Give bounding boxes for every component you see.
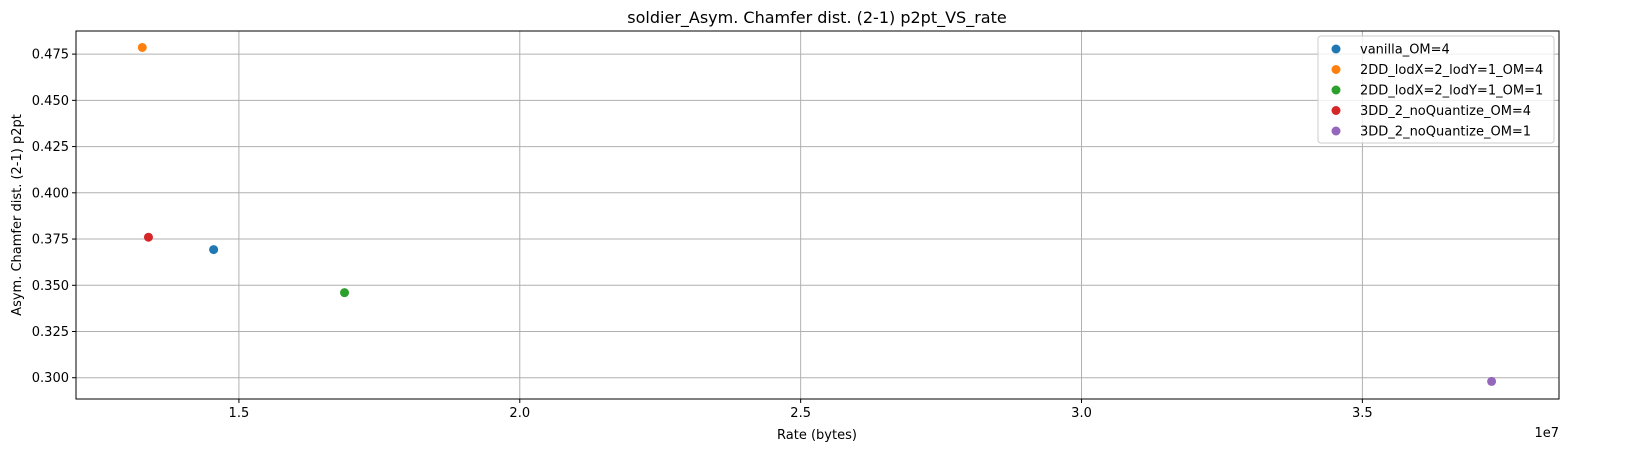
data-point [1487, 376, 1497, 386]
y-tick-label: 0.475 [32, 48, 69, 63]
data-points [137, 42, 1497, 386]
y-tick-label: 0.375 [32, 233, 69, 248]
x-axis-ticks: 1.5 2.0 2.5 3.0 3.5 [229, 399, 1373, 421]
legend-marker [1331, 85, 1341, 95]
legend: vanilla_OM=4 2DD_lodX=2_lodY=1_OM=4 2DD_lo… [1317, 35, 1555, 144]
legend-label: 2DD_lodX=2_lodY=1_OM=4 [1360, 63, 1543, 78]
y-tick-label: 0.325 [32, 325, 69, 340]
legend-label: 3DD_2_noQuantize_OM=1 [1360, 125, 1531, 140]
legend-label: 3DD_2_noQuantize_OM=4 [1360, 104, 1531, 119]
chart-title: soldier_Asym. Chamfer dist. (2-1) p2pt_V… [627, 8, 1006, 28]
x-tick-label: 2.0 [509, 406, 530, 421]
y-axis-label: Asym. Chamfer dist. (2-1) p2pt [10, 114, 25, 316]
data-point [209, 245, 219, 255]
x-tick-label: 3.0 [1071, 406, 1092, 421]
legend-label: 2DD_lodX=2_lodY=1_OM=1 [1360, 84, 1543, 99]
legend-marker [1331, 126, 1341, 136]
y-tick-label: 0.450 [32, 94, 69, 109]
data-point [137, 42, 147, 52]
legend-marker [1331, 44, 1341, 54]
x-axis-label: Rate (bytes) [777, 428, 857, 443]
x-axis-offset-label: 1e7 [1534, 426, 1559, 441]
legend-marker [1331, 65, 1341, 74]
y-axis-ticks: 0.300 0.325 0.350 0.375 0.400 0.425 0.450 0.475 [32, 48, 76, 386]
y-tick-label: 0.300 [32, 371, 69, 386]
plot-area-frame [75, 30, 1560, 400]
data-point [143, 232, 153, 242]
x-tick-label: 1.5 [229, 406, 250, 421]
data-point [340, 288, 350, 298]
y-tick-label: 0.400 [32, 186, 69, 201]
legend-label: vanilla_OM=4 [1360, 43, 1450, 58]
legend-frame [1317, 35, 1555, 144]
y-tick-label: 0.425 [32, 140, 69, 155]
legend-marker [1331, 106, 1341, 115]
y-tick-label: 0.350 [32, 279, 69, 294]
x-tick-label: 3.5 [1352, 406, 1373, 421]
grid-lines [76, 31, 1559, 399]
x-tick-label: 2.5 [790, 406, 811, 421]
legend-items: vanilla_OM=4 2DD_lodX=2_lodY=1_OM=4 2DD_lo… [1331, 43, 1543, 140]
